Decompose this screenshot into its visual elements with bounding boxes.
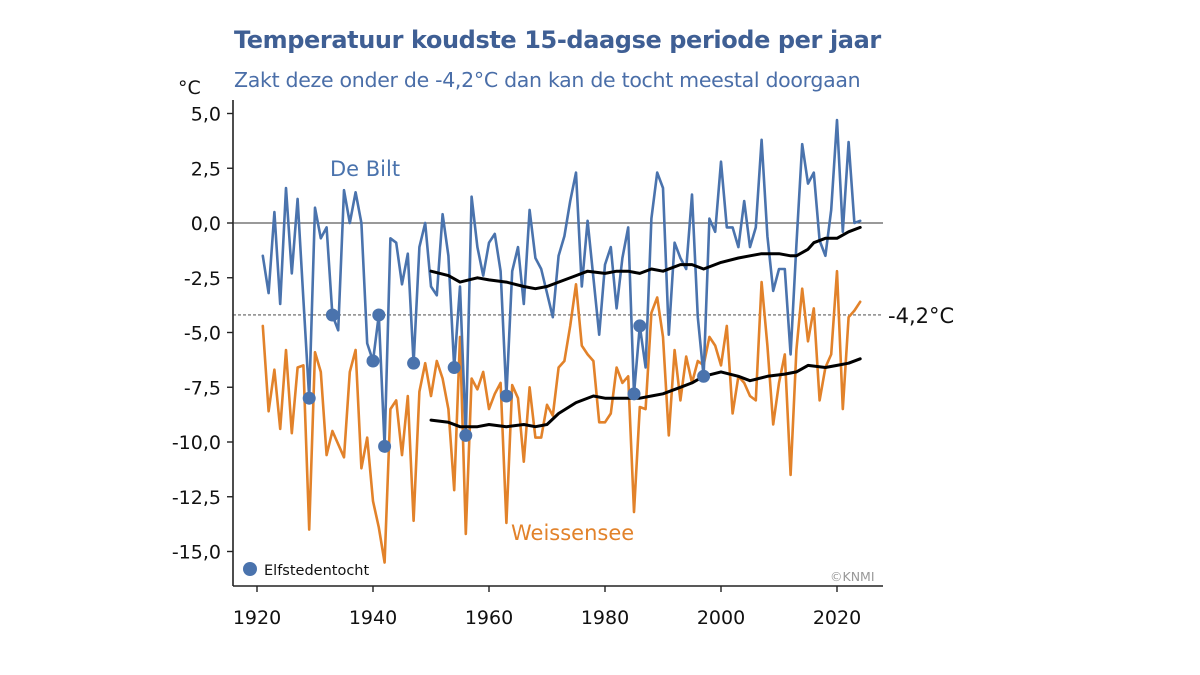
elfstedentocht-marker: [633, 319, 647, 333]
elfstedentocht-marker: [372, 308, 386, 322]
y-tick-label: 0,0: [191, 213, 221, 235]
elfstedentocht-marker: [302, 391, 316, 405]
y-tick-label: -2,5: [184, 268, 221, 290]
y-tick-label: 2,5: [191, 158, 221, 180]
x-tick-label: 1940: [349, 607, 397, 629]
x-tick-label: 1920: [233, 607, 281, 629]
credit-knmi: ©KNMI: [830, 569, 875, 584]
legend-label-elfstedentocht: Elfstedentocht: [264, 563, 369, 579]
elfstedentocht-marker: [697, 369, 711, 383]
elfstedentocht-marker: [499, 389, 513, 403]
reference-lines: [233, 222, 883, 316]
de-bilt-line: [261, 118, 862, 448]
series-group: [261, 118, 862, 564]
y-tick-label: -5,0: [184, 323, 221, 345]
elfstedentocht-marker: [366, 354, 380, 368]
x-tick-label: 1980: [581, 607, 629, 629]
y-tick-label: -15,0: [172, 542, 221, 564]
elfstedentocht-marker: [325, 308, 339, 322]
y-tick-label: -10,0: [172, 432, 221, 454]
elfstedentocht-marker: [627, 387, 641, 401]
x-tick-label: 1960: [465, 607, 513, 629]
axes: 5,0 2,5 0,0 -2,5 -5,0 -7,5 -10,0 -12,5 -15,0 1920…: [172, 100, 883, 629]
weissensee-trend-line: [429, 357, 862, 429]
threshold-label: -4,2°C: [888, 304, 954, 328]
elfstedentocht-marker: [459, 428, 473, 442]
series-label-de-bilt: De Bilt: [330, 157, 400, 181]
chart-subtitle: Zakt deze onder de -4,2°C dan kan de toc…: [234, 68, 861, 92]
de-bilt-trend-line: [429, 225, 862, 291]
chart-title: Temperatuur koudste 15-daagse periode pe…: [234, 26, 881, 54]
labels-group: De Bilt Weissensee -4,2°C Elfstedentocht…: [243, 157, 954, 584]
elfstedentocht-marker: [407, 356, 421, 370]
y-tick-label: -12,5: [172, 487, 221, 509]
y-tick-label: 5,0: [191, 104, 221, 126]
series-label-weissensee: Weissensee: [511, 521, 634, 545]
x-tick-label: 2000: [697, 607, 745, 629]
weissensee-line: [261, 269, 862, 564]
y-axis-unit: °C: [178, 77, 201, 99]
elfstedentocht-marker: [378, 439, 392, 453]
x-tick-label: 2020: [813, 607, 861, 629]
y-tick-label: -7,5: [184, 377, 221, 399]
elfstedentocht-marker: [447, 361, 461, 375]
legend-marker-elfstedentocht: [243, 562, 257, 576]
elfstedentocht-markers: [302, 308, 711, 453]
